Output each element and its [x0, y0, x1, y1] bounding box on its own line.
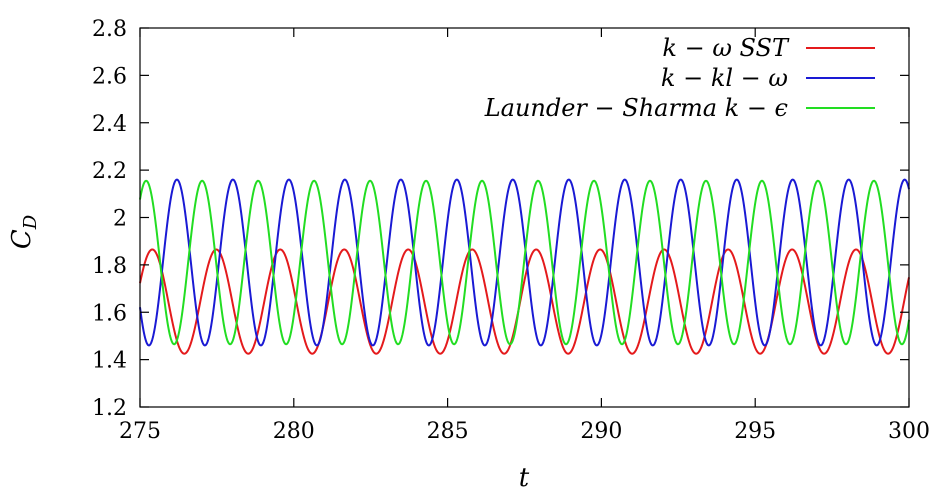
x-tick-label: 295 [734, 419, 776, 444]
y-tick-label: 1.6 [92, 301, 127, 326]
x-tick-label: 280 [273, 419, 315, 444]
series-layer [139, 178, 910, 355]
plot-frame [139, 27, 910, 408]
y-tick-label: 1.2 [92, 396, 127, 421]
y-tick-label: 1.4 [92, 349, 127, 374]
y-tick-label: 2.4 [92, 112, 127, 137]
x-axis-label: t [519, 463, 530, 492]
y-tick-label: 1.8 [92, 254, 127, 279]
ticks-layer: 275 280 285 290 295 300 1.2 1.4 1.6 1.8 2 2.2 2.4 2.6… [92, 17, 930, 444]
y-tick-label: 2.2 [92, 159, 127, 184]
legend-label-2: Launder − Sharma k − ϵ [484, 94, 788, 122]
y-tick-label: 2.8 [92, 17, 127, 42]
y-tick-label: 2.6 [92, 64, 127, 89]
series-line-1 [139, 178, 910, 347]
legend-label-1: k − kl − ω [661, 64, 788, 92]
series-line-0 [139, 248, 910, 355]
x-tick-label: 300 [888, 419, 930, 444]
series-line-2 [139, 179, 910, 346]
x-tick-label: 290 [580, 419, 622, 444]
y-axis-label: CD [7, 214, 41, 249]
legend-label-0: k − ω SST [662, 34, 790, 62]
x-tick-label: 285 [427, 419, 469, 444]
y-tick-label: 2 [113, 207, 127, 232]
x-tick-label: 275 [119, 419, 161, 444]
